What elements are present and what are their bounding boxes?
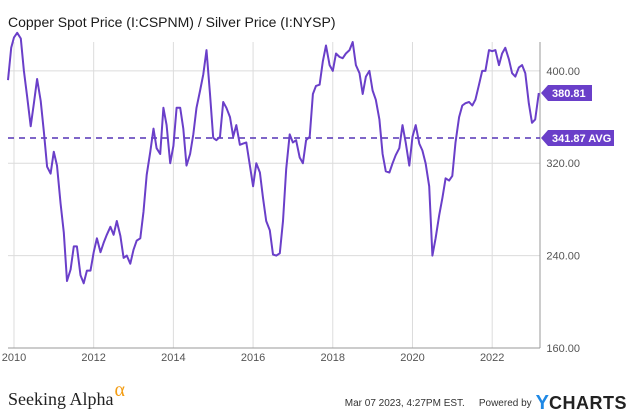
last-value-callout-text: 380.81	[552, 88, 586, 100]
average-callout: 341.87 AVG	[541, 129, 614, 146]
last-value-callout: 380.81	[541, 85, 592, 102]
average-callout-text: 341.87 AVG	[552, 133, 611, 145]
last-value-callout-badge	[541, 85, 592, 102]
x-tick-label-2012: 2012	[81, 352, 105, 364]
ycharts-logo: Y CHARTS	[536, 392, 627, 415]
alpha-icon: α	[114, 379, 125, 401]
x-tick-label-2022: 2022	[480, 352, 504, 364]
x-tick-label-2020: 2020	[400, 352, 424, 364]
average-callout-badge	[541, 129, 614, 146]
x-tick-label-2016: 2016	[241, 352, 265, 364]
y-tick-label-160-00: 160.00	[546, 343, 580, 355]
timestamp: Mar 07 2023, 4:27PM EST.	[344, 398, 465, 409]
axes	[8, 42, 541, 349]
y-tick-labels: 160.00 240.00 320.00 400.00	[546, 66, 580, 355]
ycharts-y-mark: Y	[535, 392, 549, 414]
brand-text: Seeking Alpha	[8, 389, 114, 409]
callouts: 380.81 341.87 AVG	[541, 85, 614, 146]
series-group	[7, 31, 540, 285]
y-tick-label-400-00: 400.00	[546, 66, 580, 78]
series-line	[7, 31, 540, 285]
grid-lines	[8, 42, 540, 349]
x-tick-label-2010: 2010	[2, 352, 26, 364]
x-tick-labels: 2010 2012 2014 2016 2018 2020 2022	[2, 352, 505, 364]
y-tick-label-320-00: 320.00	[546, 158, 580, 170]
x-tick-label-2014: 2014	[161, 352, 185, 364]
footer-credits: Mar 07 2023, 4:27PM EST. Powered by Y CHA…	[345, 392, 627, 415]
ycharts-wordmark: CHARTS	[549, 393, 627, 413]
seeking-alpha-logo: Seeking Alphaα	[8, 379, 125, 411]
y-tick-label-240-00: 240.00	[546, 251, 580, 263]
x-tick-label-2018: 2018	[321, 352, 345, 364]
chart-title: Copper Spot Price (I:CSPNM) / Silver Pri…	[8, 14, 336, 30]
powered-by-text: Powered by	[478, 398, 532, 409]
